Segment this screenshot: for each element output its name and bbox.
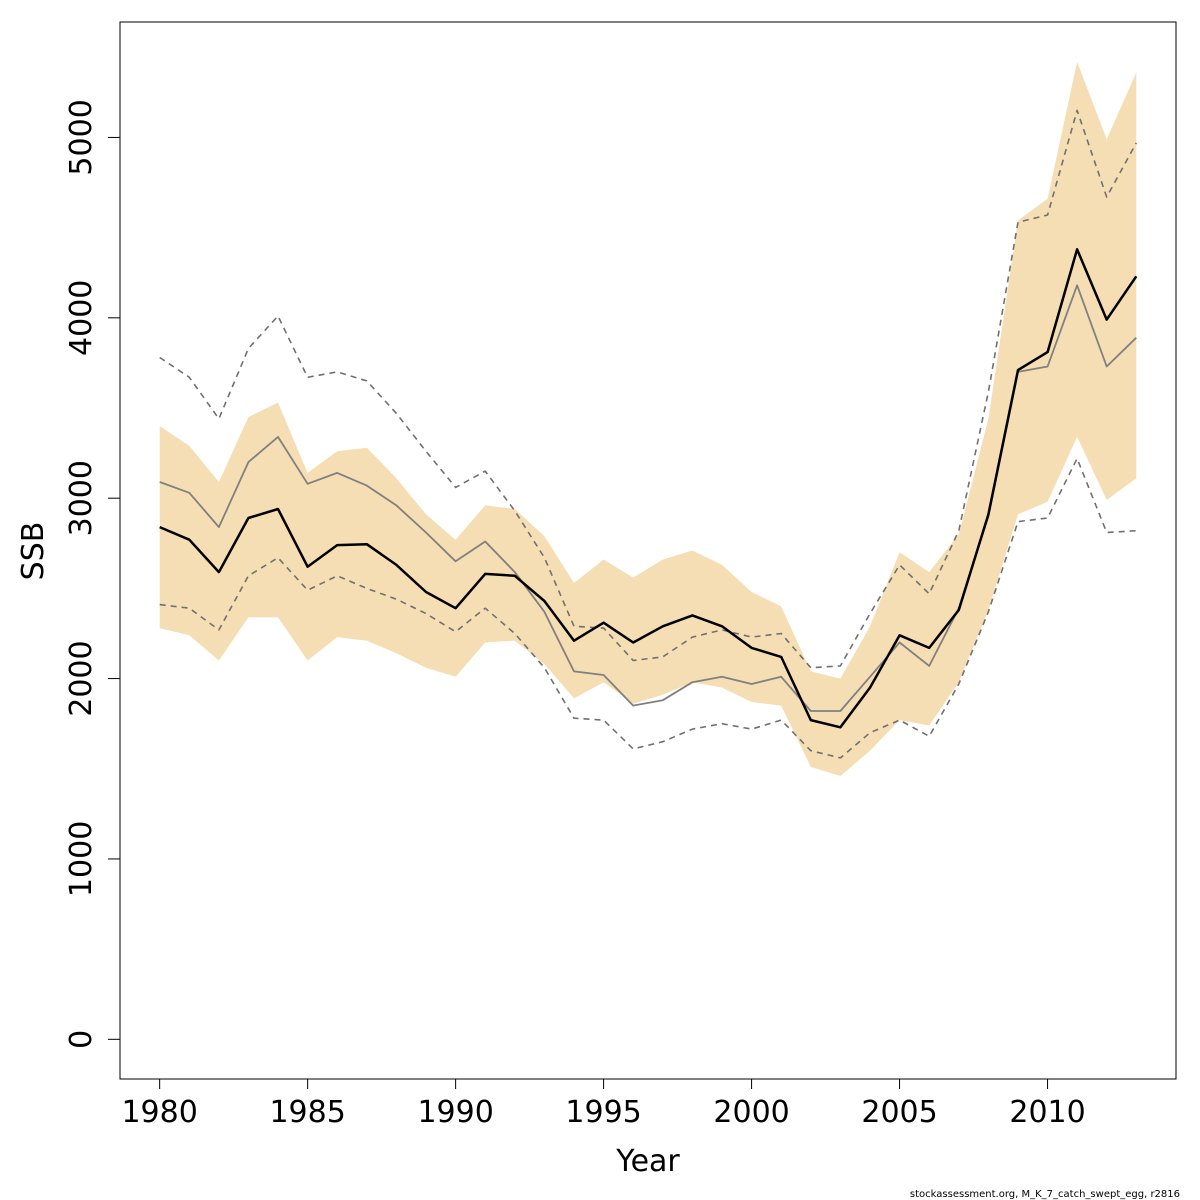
y-tick-label: 0 — [64, 1030, 99, 1049]
footer-credit: stockassessment.org, M_K_7_catch_swept_e… — [910, 1189, 1180, 1200]
y-tick-label: 5000 — [64, 99, 99, 175]
ssb-estimate-line — [159, 248, 1138, 729]
x-tick-label: 2000 — [713, 1095, 789, 1130]
x-axis-title: Year — [615, 1144, 680, 1179]
x-tick-label: 2010 — [1009, 1095, 1085, 1130]
x-tick-label: 1980 — [121, 1095, 197, 1130]
y-tick-label: 1000 — [64, 821, 99, 897]
x-tick-label: 2005 — [861, 1095, 937, 1130]
y-axis-title: SSB — [16, 522, 51, 581]
y-tick-label: 2000 — [64, 640, 99, 716]
comparison-upper-bound-line — [159, 109, 1138, 669]
x-tick-label: 1990 — [417, 1095, 493, 1130]
comparison-lower-bound-line — [159, 457, 1137, 759]
y-tick-label: 4000 — [64, 280, 99, 356]
x-axis: 1980 1985 1990 1995 2000 2005 2010 — [121, 1078, 1086, 1130]
x-tick-label: 1985 — [269, 1095, 345, 1130]
confidence-band — [159, 61, 1137, 776]
y-axis: 0 1000 2000 3000 4000 5000 — [64, 99, 121, 1049]
x-tick-label: 1995 — [565, 1095, 641, 1130]
plot-area — [159, 61, 1138, 776]
y-tick-label: 3000 — [64, 460, 99, 536]
